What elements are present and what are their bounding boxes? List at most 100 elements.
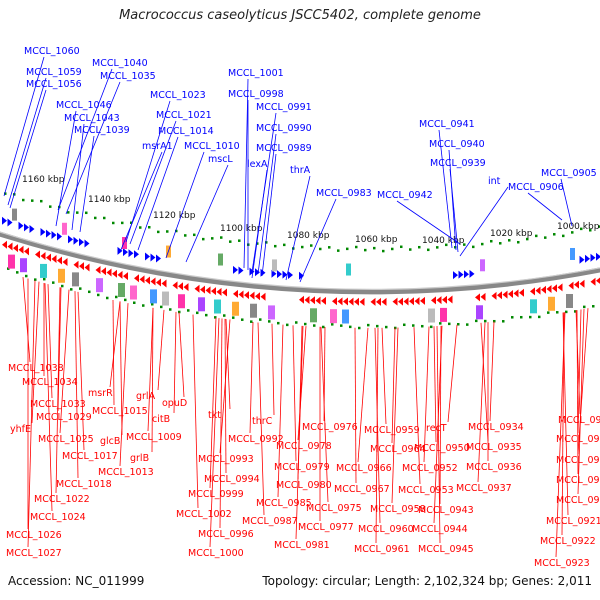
reverse-callout-line xyxy=(374,327,381,524)
gc-dot xyxy=(133,301,136,305)
forward-gene-label: MCCL_0940 xyxy=(429,139,485,150)
reverse-callout-line xyxy=(249,322,254,434)
reverse-gene-arrow xyxy=(194,284,200,293)
feature-block xyxy=(178,294,185,309)
kbp-tick-label: 1120 kbp xyxy=(153,211,196,221)
reverse-callout-line xyxy=(320,326,329,503)
reverse-gene-label: yhfE xyxy=(10,424,31,435)
reverse-gene-label: msrR xyxy=(88,388,113,399)
gc-dot xyxy=(310,244,313,247)
forward-callout-line xyxy=(449,168,459,253)
gc-dot xyxy=(169,308,172,311)
reverse-gene-label: MCCL_0944 xyxy=(412,524,468,535)
reverse-gene-label: recT xyxy=(426,423,447,434)
reverse-gene-label: MCCL_0992 xyxy=(228,434,284,445)
reverse-gene-arrow xyxy=(172,281,178,290)
forward-gene-label: MCCL_1043 xyxy=(64,113,120,124)
gc-dot xyxy=(598,225,600,228)
gc-dot xyxy=(61,284,64,288)
gc-dot xyxy=(457,323,460,326)
forward-gene-label: MCCL_1039 xyxy=(74,125,130,136)
reverse-callout-line xyxy=(119,301,123,436)
reverse-gene-label: MCCL_0964 xyxy=(370,444,426,455)
forward-callout-line xyxy=(165,151,205,259)
gc-dot xyxy=(97,293,100,297)
reverse-gene-label: MCCL_0994 xyxy=(204,474,260,485)
feature-block xyxy=(330,309,337,324)
gc-dot xyxy=(139,226,142,229)
reverse-gene-arrow xyxy=(13,244,18,253)
forward-callout-line xyxy=(65,81,121,215)
forward-gene-arrow xyxy=(84,239,90,248)
feature-block xyxy=(162,291,169,306)
reverse-gene-label: MCCL_0923 xyxy=(534,558,590,569)
reverse-gene-arrow xyxy=(35,250,40,259)
reverse-gene-arrow xyxy=(579,279,585,288)
forward-callout-line xyxy=(257,133,277,275)
gc-dot xyxy=(490,239,493,243)
feature-block xyxy=(8,254,15,269)
gc-dot xyxy=(124,298,127,302)
forward-gene-label: MCCL_0906 xyxy=(508,182,564,193)
forward-callout-line xyxy=(459,186,509,257)
forward-gene-label: MCCL_1035 xyxy=(100,71,156,82)
gc-dot xyxy=(439,322,442,325)
gc-dot xyxy=(448,322,451,326)
kbp-tick-label: 1080 kbp xyxy=(287,231,330,241)
reverse-gene-label: MCCL_0934 xyxy=(468,422,524,433)
gc-dot xyxy=(493,319,496,323)
reverse-callout-line xyxy=(433,326,437,443)
feature-block xyxy=(130,285,137,300)
reverse-gene-arrow xyxy=(420,296,425,305)
forward-gene-label: MCCL_1059 xyxy=(26,67,82,78)
reverse-gene-arrow xyxy=(409,297,414,306)
gc-dot xyxy=(538,315,541,319)
gc-dot xyxy=(547,311,550,314)
reverse-gene-label: MCCL_1002 xyxy=(176,509,232,520)
reverse-gene-arrow xyxy=(596,277,600,284)
forward-gene-arrow xyxy=(464,270,469,279)
gc-dot xyxy=(511,316,514,319)
reverse-gene-arrow xyxy=(480,292,486,301)
forward-gene-label: MCCL_1010 xyxy=(184,141,240,152)
reverse-callout-line xyxy=(292,325,297,462)
gene-feature-track xyxy=(2,208,600,324)
kbp-tick-label: 1160 kbp xyxy=(22,175,65,185)
feature-block xyxy=(122,237,127,250)
reverse-callout-line xyxy=(47,284,53,399)
reverse-callout-line xyxy=(447,324,458,423)
forward-gene-label: MCCL_1056 xyxy=(26,79,82,90)
gc-dot xyxy=(346,247,349,251)
reverse-callout-line xyxy=(173,311,177,414)
gc-dot xyxy=(238,239,241,242)
forward-callout-line xyxy=(79,135,95,233)
reverse-gene-label: MCCL_0977 xyxy=(298,522,354,533)
reverse-gene-label: MCCL_0981 xyxy=(274,540,330,551)
forward-callout-line xyxy=(243,78,249,269)
gc-dot xyxy=(70,288,73,291)
reverse-gene-arrow xyxy=(552,284,557,293)
reverse-gene-label: MCCL_1018 xyxy=(56,479,112,490)
kbp-tick-label: 1020 kbp xyxy=(490,229,533,239)
reverse-callout-line xyxy=(354,327,357,484)
feature-block xyxy=(342,309,349,324)
forward-gene-label: MCCL_1021 xyxy=(156,110,212,121)
reverse-gene-arrow xyxy=(255,292,260,301)
forward-gene-label: MCCL_0991 xyxy=(256,102,312,113)
gc-dot xyxy=(589,229,592,232)
gc-dot xyxy=(565,310,568,314)
reverse-gene-label: tkt xyxy=(208,410,221,421)
feature-block xyxy=(310,308,317,323)
forward-gene-arrow xyxy=(29,224,35,233)
gc-dot xyxy=(220,236,223,239)
reverse-gene-arrow xyxy=(475,293,480,302)
forward-gene-label: MCCL_0942 xyxy=(377,190,433,201)
forward-gene-label: MCCL_1060 xyxy=(24,46,80,57)
reverse-gene-arrow xyxy=(117,270,123,279)
reverse-gene-label: grlB xyxy=(130,453,149,464)
reverse-callout-line xyxy=(477,322,486,483)
forward-gene-arrow xyxy=(238,266,244,275)
reverse-callout-line xyxy=(357,327,369,463)
reverse-gene-arrow xyxy=(321,296,326,305)
gc-dot xyxy=(526,237,529,241)
